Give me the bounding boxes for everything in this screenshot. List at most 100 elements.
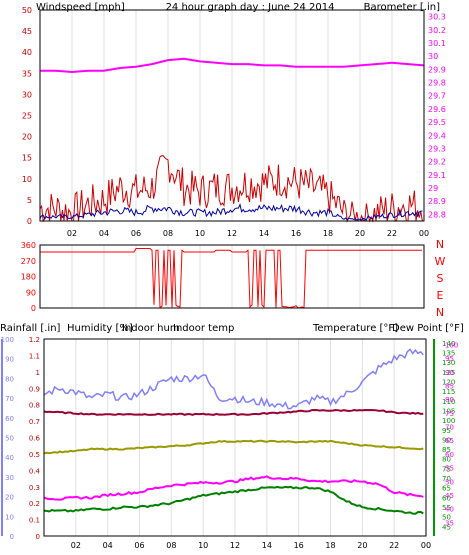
humidity-tick-label: 40	[5, 454, 14, 462]
legend-dew-point: Dew Point [°F]	[392, 323, 464, 334]
time-tick-label: 10	[198, 541, 208, 550]
barometer-axis-title: Barometer [.in]	[364, 2, 440, 13]
direction-tick-label: 0	[31, 304, 36, 313]
windspeed-tick-label: 40	[22, 48, 32, 57]
barometer-tick-label: 29.9	[428, 65, 446, 74]
dew-point-line	[43, 475, 424, 501]
time-tick-label: 22	[387, 229, 397, 238]
legend-temperature: Temperature [°F]	[312, 323, 398, 334]
time-tick-label: 20	[357, 541, 367, 550]
rainfall-tick-label: 1.1	[29, 352, 40, 360]
dew-point-tick-label: 45	[445, 492, 454, 500]
time-ticks-top: 02 04 06 08 10 12 14 16 18 20 22 00	[67, 229, 429, 238]
barometer-ticks: 28.8 28.9 29 29.1 29.2 29.3 29.4 29.5 29.6 29.7 29…	[428, 13, 446, 220]
direction-panel-frame	[39, 244, 425, 309]
time-tick-label: 00	[421, 541, 431, 550]
time-tick-label: 02	[71, 541, 81, 550]
wind-panel-frame	[39, 9, 425, 222]
legend-indoor-temp: Indoor temp	[173, 323, 234, 334]
temperature-tick-label: 75	[442, 465, 451, 473]
time-tick-label: 12	[227, 229, 237, 238]
legend-rainfall: Rainfall [.in]	[0, 323, 61, 334]
wind-barometer-panel: Windspeed [mph] 24 hour graph day : June…	[22, 2, 446, 238]
time-tick-label: 14	[262, 541, 272, 550]
temperature-tick-label: 55	[442, 504, 451, 512]
windspeed-tick-label: 35	[22, 69, 32, 78]
dew-point-tick-label: 35	[445, 519, 454, 527]
barometer-tick-label: 29.6	[428, 105, 446, 114]
legend-indoor-hum: Indoor hum	[122, 323, 180, 334]
barometer-tick-label: 29.3	[428, 144, 446, 153]
temperature-tick-label: 85	[442, 446, 451, 454]
humidity-tick-label: 10	[5, 513, 14, 521]
humidity-tick-label: 60	[5, 415, 14, 423]
barometer-tick-label: 30.2	[428, 26, 446, 35]
dew-point-tick-label: 95	[445, 355, 454, 363]
temperature-tick-label: 100	[442, 417, 455, 425]
temperature-tick-label: 80	[442, 456, 451, 464]
dew-point-tick-label: 65	[445, 437, 454, 445]
barometer-tick-label: 29.5	[428, 118, 446, 127]
humidity-tick-label: 50	[5, 435, 14, 443]
temperature-ticks: 4550556065707580859095100105110115120125…	[433, 339, 455, 536]
direction-tick-label: 360	[21, 241, 36, 250]
direction-ticks: 0 90 180 270 360	[21, 241, 36, 313]
temperature-panel-frame	[43, 338, 427, 537]
windspeed-axis-title: Windspeed [mph]	[36, 2, 125, 13]
direction-tick-label: 90	[26, 288, 36, 297]
windspeed-ticks: 0 5 10 15 20 25 30 35 40 45 50	[22, 6, 32, 226]
temperature-tick-label: 50	[442, 514, 451, 522]
time-tick-label: 04	[99, 229, 109, 238]
dew-point-tick-label: 100	[445, 341, 458, 349]
rainfall-tick-label: 1	[36, 369, 40, 377]
time-tick-label: 08	[163, 229, 173, 238]
dew-point-tick-label: 55	[445, 465, 454, 473]
barometer-tick-label: 28.8	[428, 210, 446, 219]
time-tick-label: 00	[419, 229, 429, 238]
indoor-temp-line	[43, 408, 424, 416]
windspeed-tick-label: 15	[22, 154, 32, 163]
indoor-hum-line	[43, 439, 424, 455]
time-tick-label: 12	[230, 541, 240, 550]
rainfall-tick-label: 0.5	[29, 451, 40, 459]
windspeed-tick-label: 10	[22, 175, 32, 184]
temperature-tick-label: 65	[442, 485, 451, 493]
compass-letter: W	[435, 255, 446, 268]
humidity-tick-label: 0	[10, 533, 14, 541]
humidity-tick-label: 80	[5, 375, 14, 383]
temperature-humidity-panel: Rainfall [.in] Humidity [%] Indoor hum I…	[0, 323, 464, 550]
rainfall-tick-label: 0	[36, 533, 40, 541]
direction-tick-label: 270	[21, 257, 36, 266]
humidity-tick-label: 70	[5, 395, 14, 403]
barometer-tick-label: 30.3	[428, 13, 446, 22]
temperature-tick-label: 45	[442, 523, 451, 531]
windspeed-tick-label: 0	[27, 217, 32, 226]
graph-title: 24 hour graph day : June 24 2014	[166, 2, 335, 13]
time-tick-label: 20	[355, 229, 365, 238]
temperature-tick-label: 90	[442, 436, 451, 444]
time-tick-label: 16	[291, 229, 301, 238]
windspeed-tick-label: 30	[22, 90, 32, 99]
temperature-tick-label: 60	[442, 494, 451, 502]
wind-direction-line	[40, 248, 422, 309]
compass-letter: E	[437, 289, 444, 302]
rainfall-tick-label: 0.9	[29, 385, 40, 393]
humidity-line	[43, 348, 424, 410]
barometer-tick-label: 29.4	[428, 131, 446, 140]
time-tick-label: 10	[195, 229, 205, 238]
barometer-line	[40, 57, 425, 74]
temperature-tick-label: 130	[442, 359, 455, 367]
temperature-tick-label: 105	[442, 407, 455, 415]
temperature-tick-label: 70	[442, 475, 451, 483]
rainfall-tick-label: 0.8	[29, 402, 40, 410]
windspeed-tick-label: 20	[22, 133, 32, 142]
barometer-tick-label: 29	[428, 184, 438, 193]
time-tick-label: 02	[67, 229, 77, 238]
dew-point-tick-label: 75	[445, 410, 454, 418]
time-tick-label: 08	[166, 541, 176, 550]
time-tick-label: 18	[325, 541, 335, 550]
rainfall-tick-label: 1.2	[29, 336, 40, 344]
time-tick-label: 06	[131, 229, 141, 238]
